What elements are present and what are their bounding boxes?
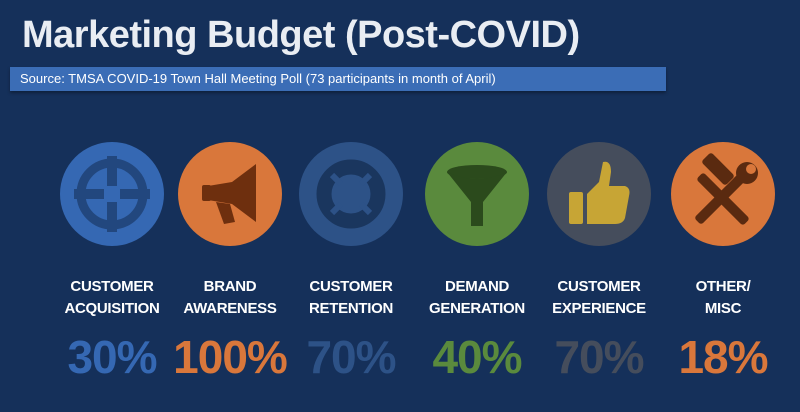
category-label-line2: RETENTION [309,300,393,317]
category-card-demand-generation: DEMAND GENERATION 40% [407,142,547,382]
category-label-line1: CUSTOMER [557,278,641,295]
category-percentage: 70% [306,331,396,383]
source-text: Source: TMSA COVID-19 Town Hall Meeting … [20,71,496,86]
category-label-line2: AWARENESS [183,300,277,317]
life-ring-icon [299,142,403,246]
category-label-line1: DEMAND [444,278,510,295]
category-percentage: 18% [678,331,768,383]
category-percentage: 100% [173,331,288,383]
category-percentage: 40% [432,331,522,383]
megaphone-icon [178,142,282,246]
source-banner: Source: TMSA COVID-19 Town Hall Meeting … [10,67,666,91]
funnel-icon [425,142,529,246]
page-title: Marketing Budget (Post-COVID) [22,14,580,56]
category-label-line2: MISC [704,300,742,317]
category-label-line1: CUSTOMER [309,278,393,295]
category-label-line1: BRAND [203,278,257,295]
category-label-line2: EXPERIENCE [552,300,646,317]
category-label-line1: CUSTOMER [70,278,154,295]
category-card-brand-awareness: BRAND AWARENESS 100% [160,142,300,382]
thumbs-up-icon [547,142,651,246]
category-label-line2: GENERATION [429,300,525,317]
crosshair-icon [60,142,164,246]
category-label-line1: OTHER/ [695,278,751,295]
category-label-line2: ACQUISITION [64,300,160,317]
category-percentage: 30% [67,331,157,383]
category-card-customer-acquisition: CUSTOMER ACQUISITION 30% [42,142,182,382]
category-card-customer-retention: CUSTOMER RETENTION 70% [281,142,421,382]
category-percentage: 70% [554,331,644,383]
category-card-customer-experience: CUSTOMER EXPERIENCE 70% [529,142,669,382]
hammer-wrench-icon [671,142,775,246]
category-card-other-misc: OTHER/ MISC 18% [653,142,793,382]
